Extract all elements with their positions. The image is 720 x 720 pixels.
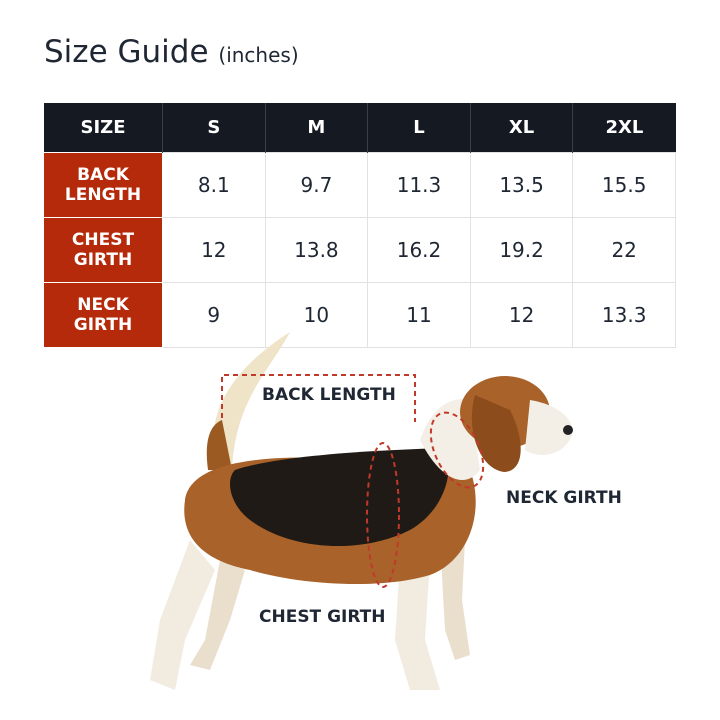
page-title: Size Guide (inches): [44, 34, 299, 70]
back-length-label: BACK LENGTH: [262, 385, 396, 405]
cell: 10: [264, 282, 369, 348]
dog-hind-leg: [190, 560, 245, 670]
cell: 13.3: [572, 282, 676, 348]
cell: 11: [367, 282, 471, 348]
cell: 11.3: [367, 152, 471, 218]
row-label-line: NECK: [77, 295, 129, 315]
table-row: BACK LENGTH 8.1 9.7 11.3 13.5 15.5: [44, 152, 676, 218]
cell: 16.2: [367, 217, 471, 283]
size-table: SIZE S M L XL 2XL BACK LENGTH 8.1 9.7 11.…: [44, 103, 676, 348]
chest-girth-label: CHEST GIRTH: [259, 607, 386, 627]
header-row: SIZE S M L XL 2XL: [44, 103, 676, 153]
dog-saddle: [230, 448, 449, 547]
row-label: CHEST GIRTH: [44, 217, 163, 283]
dog-front-leg: [395, 560, 440, 690]
size-header: XL: [469, 103, 573, 153]
unit-text: (inches): [218, 43, 299, 67]
neck-girth-guide: [429, 411, 485, 489]
cell: 9: [162, 282, 266, 348]
cell: 12: [162, 217, 266, 283]
chest-girth-guide: [366, 442, 400, 588]
row-label-line: GIRTH: [73, 315, 133, 335]
row-label-line: GIRTH: [73, 250, 133, 270]
table-row: CHEST GIRTH 12 13.8 16.2 19.2 22: [44, 217, 676, 283]
dog-muzzle: [525, 400, 573, 455]
corner-header: SIZE: [44, 103, 163, 153]
cell: 15.5: [572, 152, 676, 218]
row-label-line: LENGTH: [64, 185, 142, 205]
dog-tail-base: [206, 420, 232, 470]
table-row: NECK GIRTH 9 10 11 12 13.3: [44, 282, 676, 348]
row-label-line: CHEST: [71, 230, 135, 250]
cell: 13.8: [264, 217, 369, 283]
title-text: Size Guide: [44, 34, 209, 70]
size-header: M: [264, 103, 368, 153]
dog-nose: [563, 425, 573, 435]
row-label: BACK LENGTH: [44, 152, 163, 218]
dog-tail: [213, 332, 290, 470]
cell: 13.5: [469, 152, 574, 218]
cell: 9.7: [264, 152, 369, 218]
dog-hind-leg: [150, 540, 215, 690]
cell: 12: [469, 282, 574, 348]
dog-front-leg: [440, 540, 470, 660]
row-label: NECK GIRTH: [44, 282, 163, 348]
row-label-line: BACK: [77, 165, 129, 185]
back-length-guide: [221, 374, 416, 422]
size-header: L: [367, 103, 471, 153]
size-header: 2XL: [572, 103, 676, 153]
cell: 22: [572, 217, 676, 283]
neck-girth-label: NECK GIRTH: [506, 488, 622, 508]
dog-ear: [471, 395, 521, 472]
size-header: S: [162, 103, 266, 153]
